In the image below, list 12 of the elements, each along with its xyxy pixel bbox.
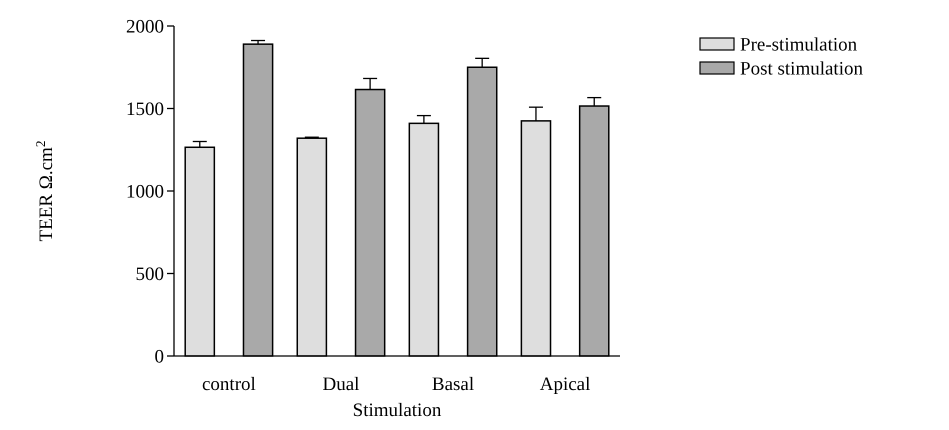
- legend-label: Pre-stimulation: [740, 34, 858, 56]
- x-tick-label: Dual: [322, 374, 360, 395]
- x-tick-label: control: [202, 374, 256, 395]
- x-tick-label: Basal: [432, 374, 474, 395]
- legend-label: Post stimulation: [740, 58, 864, 80]
- y-tick-label: 1500: [126, 99, 164, 120]
- y-tick-label: 0: [154, 346, 164, 368]
- y-tick-label: 2000: [126, 16, 164, 38]
- y-tick-label: 500: [136, 264, 164, 286]
- y-tick-label: 1000: [126, 182, 164, 203]
- x-axis-title: Stimulation: [352, 400, 442, 421]
- x-tick-label: Apical: [540, 374, 590, 395]
